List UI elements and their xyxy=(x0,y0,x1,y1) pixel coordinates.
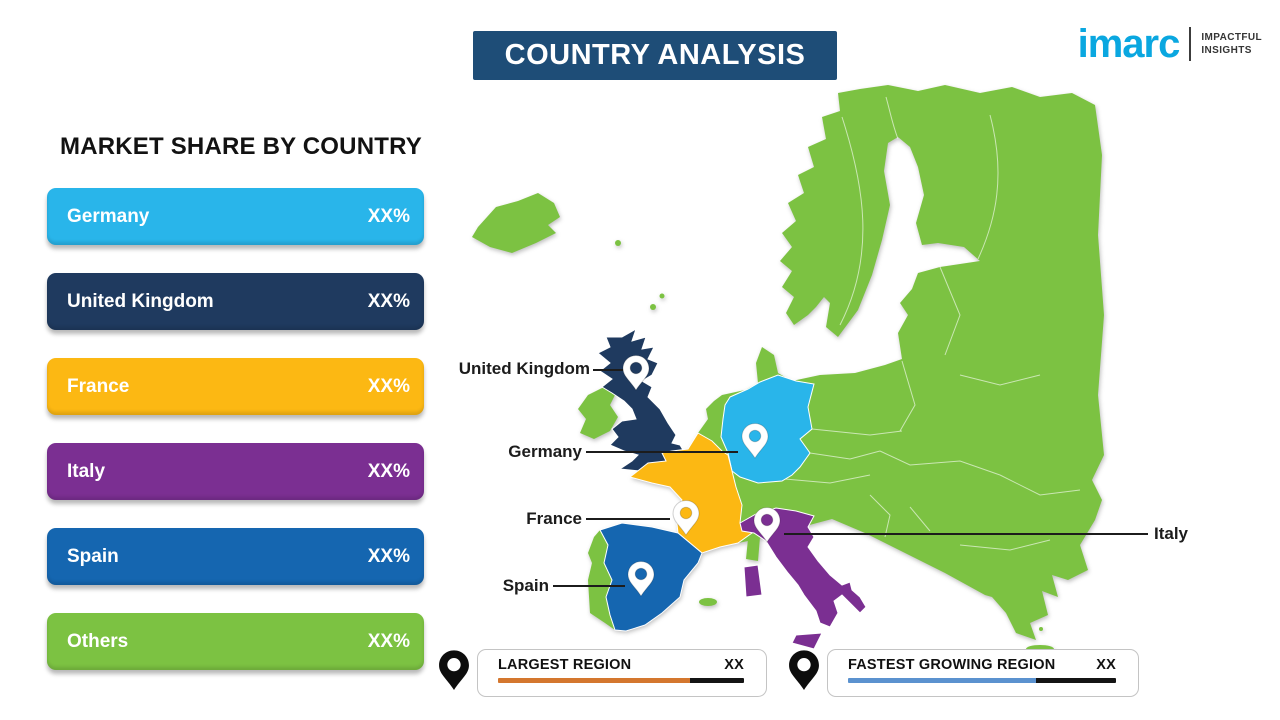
share-bar-label: Italy xyxy=(67,460,106,482)
sicily xyxy=(791,632,823,650)
share-bar-label: Others xyxy=(67,630,129,652)
share-bar-italy: Italy XX% xyxy=(47,443,424,500)
legend-fastest-growing-value: XX xyxy=(1096,657,1116,673)
map-label-united-kingdom: United Kingdom xyxy=(458,359,590,378)
share-bar-germany: Germany XX% xyxy=(47,188,424,245)
legend-largest-region-value: XX xyxy=(724,657,744,673)
label-line-italy xyxy=(784,533,1148,535)
legend-fastest-growing-region: FASTEST GROWING REGION XX xyxy=(827,649,1139,697)
tagline-line-2: INSIGHTS xyxy=(1201,45,1252,56)
map-pin-germany xyxy=(741,422,769,459)
label-line-germany xyxy=(586,451,738,453)
italy-mainland xyxy=(739,507,867,628)
legend-largest-region: LARGEST REGION XX xyxy=(477,649,767,697)
share-bar-value: XX% xyxy=(367,630,410,652)
largest-region-pin-icon xyxy=(439,650,469,690)
share-bar-label: Germany xyxy=(67,205,150,227)
market-share-heading: MARKET SHARE BY COUNTRY xyxy=(60,133,422,160)
country-borders xyxy=(784,96,1081,551)
map-label-germany: Germany xyxy=(508,442,582,461)
label-line-france xyxy=(586,518,670,520)
share-bar-france: France XX% xyxy=(47,358,424,415)
corsica xyxy=(746,537,760,561)
imarc-logo-tagline: IMPACTFUL INSIGHTS xyxy=(1201,31,1262,58)
legend-largest-region-bar xyxy=(498,678,744,683)
share-bar-label: France xyxy=(67,375,130,397)
share-bar-value: XX% xyxy=(367,290,410,312)
legend-largest-region-label: LARGEST REGION xyxy=(498,657,632,673)
page-title-banner: COUNTRY ANALYSIS xyxy=(473,31,837,80)
country-germany xyxy=(720,374,815,484)
share-bar-value: XX% xyxy=(367,545,410,567)
map-pin-france xyxy=(672,499,700,536)
fastest-growing-region-pin-icon xyxy=(789,650,819,690)
iceland xyxy=(472,193,560,253)
share-bar-label: Spain xyxy=(67,545,119,567)
map-pin-spain xyxy=(627,560,655,597)
tagline-line-1: IMPACTFUL xyxy=(1201,31,1262,43)
share-bar-value: XX% xyxy=(367,375,410,397)
market-share-list: Germany XX% United Kingdom XX% France XX… xyxy=(47,188,424,670)
imarc-logo-text: imarc xyxy=(1077,22,1181,66)
map-pin-united-kingdom xyxy=(622,354,650,391)
share-bar-label: United Kingdom xyxy=(67,290,214,312)
sardinia xyxy=(743,564,763,598)
share-bar-united-kingdom: United Kingdom XX% xyxy=(47,273,424,330)
map-pin-italy xyxy=(753,506,781,543)
share-bar-value: XX% xyxy=(367,205,410,227)
imarc-logo: imarc IMPACTFUL INSIGHTS xyxy=(1078,24,1262,64)
ireland xyxy=(578,387,618,439)
legend-fastest-growing-bar xyxy=(848,678,1116,683)
legend-fastest-growing-label: FASTEST GROWING REGION xyxy=(848,657,1056,673)
page-title: COUNTRY ANALYSIS xyxy=(504,39,806,71)
share-bar-others: Others XX% xyxy=(47,613,424,670)
share-bar-value: XX% xyxy=(367,460,410,482)
label-line-united-kingdom xyxy=(593,369,623,371)
country-italy xyxy=(739,507,867,650)
map-label-france: France xyxy=(526,509,582,528)
logo-divider xyxy=(1189,27,1192,61)
map-label-italy: Italy xyxy=(1154,524,1189,543)
label-line-spain xyxy=(553,585,625,587)
map-label-spain: Spain xyxy=(502,576,549,595)
share-bar-spain: Spain XX% xyxy=(47,528,424,585)
